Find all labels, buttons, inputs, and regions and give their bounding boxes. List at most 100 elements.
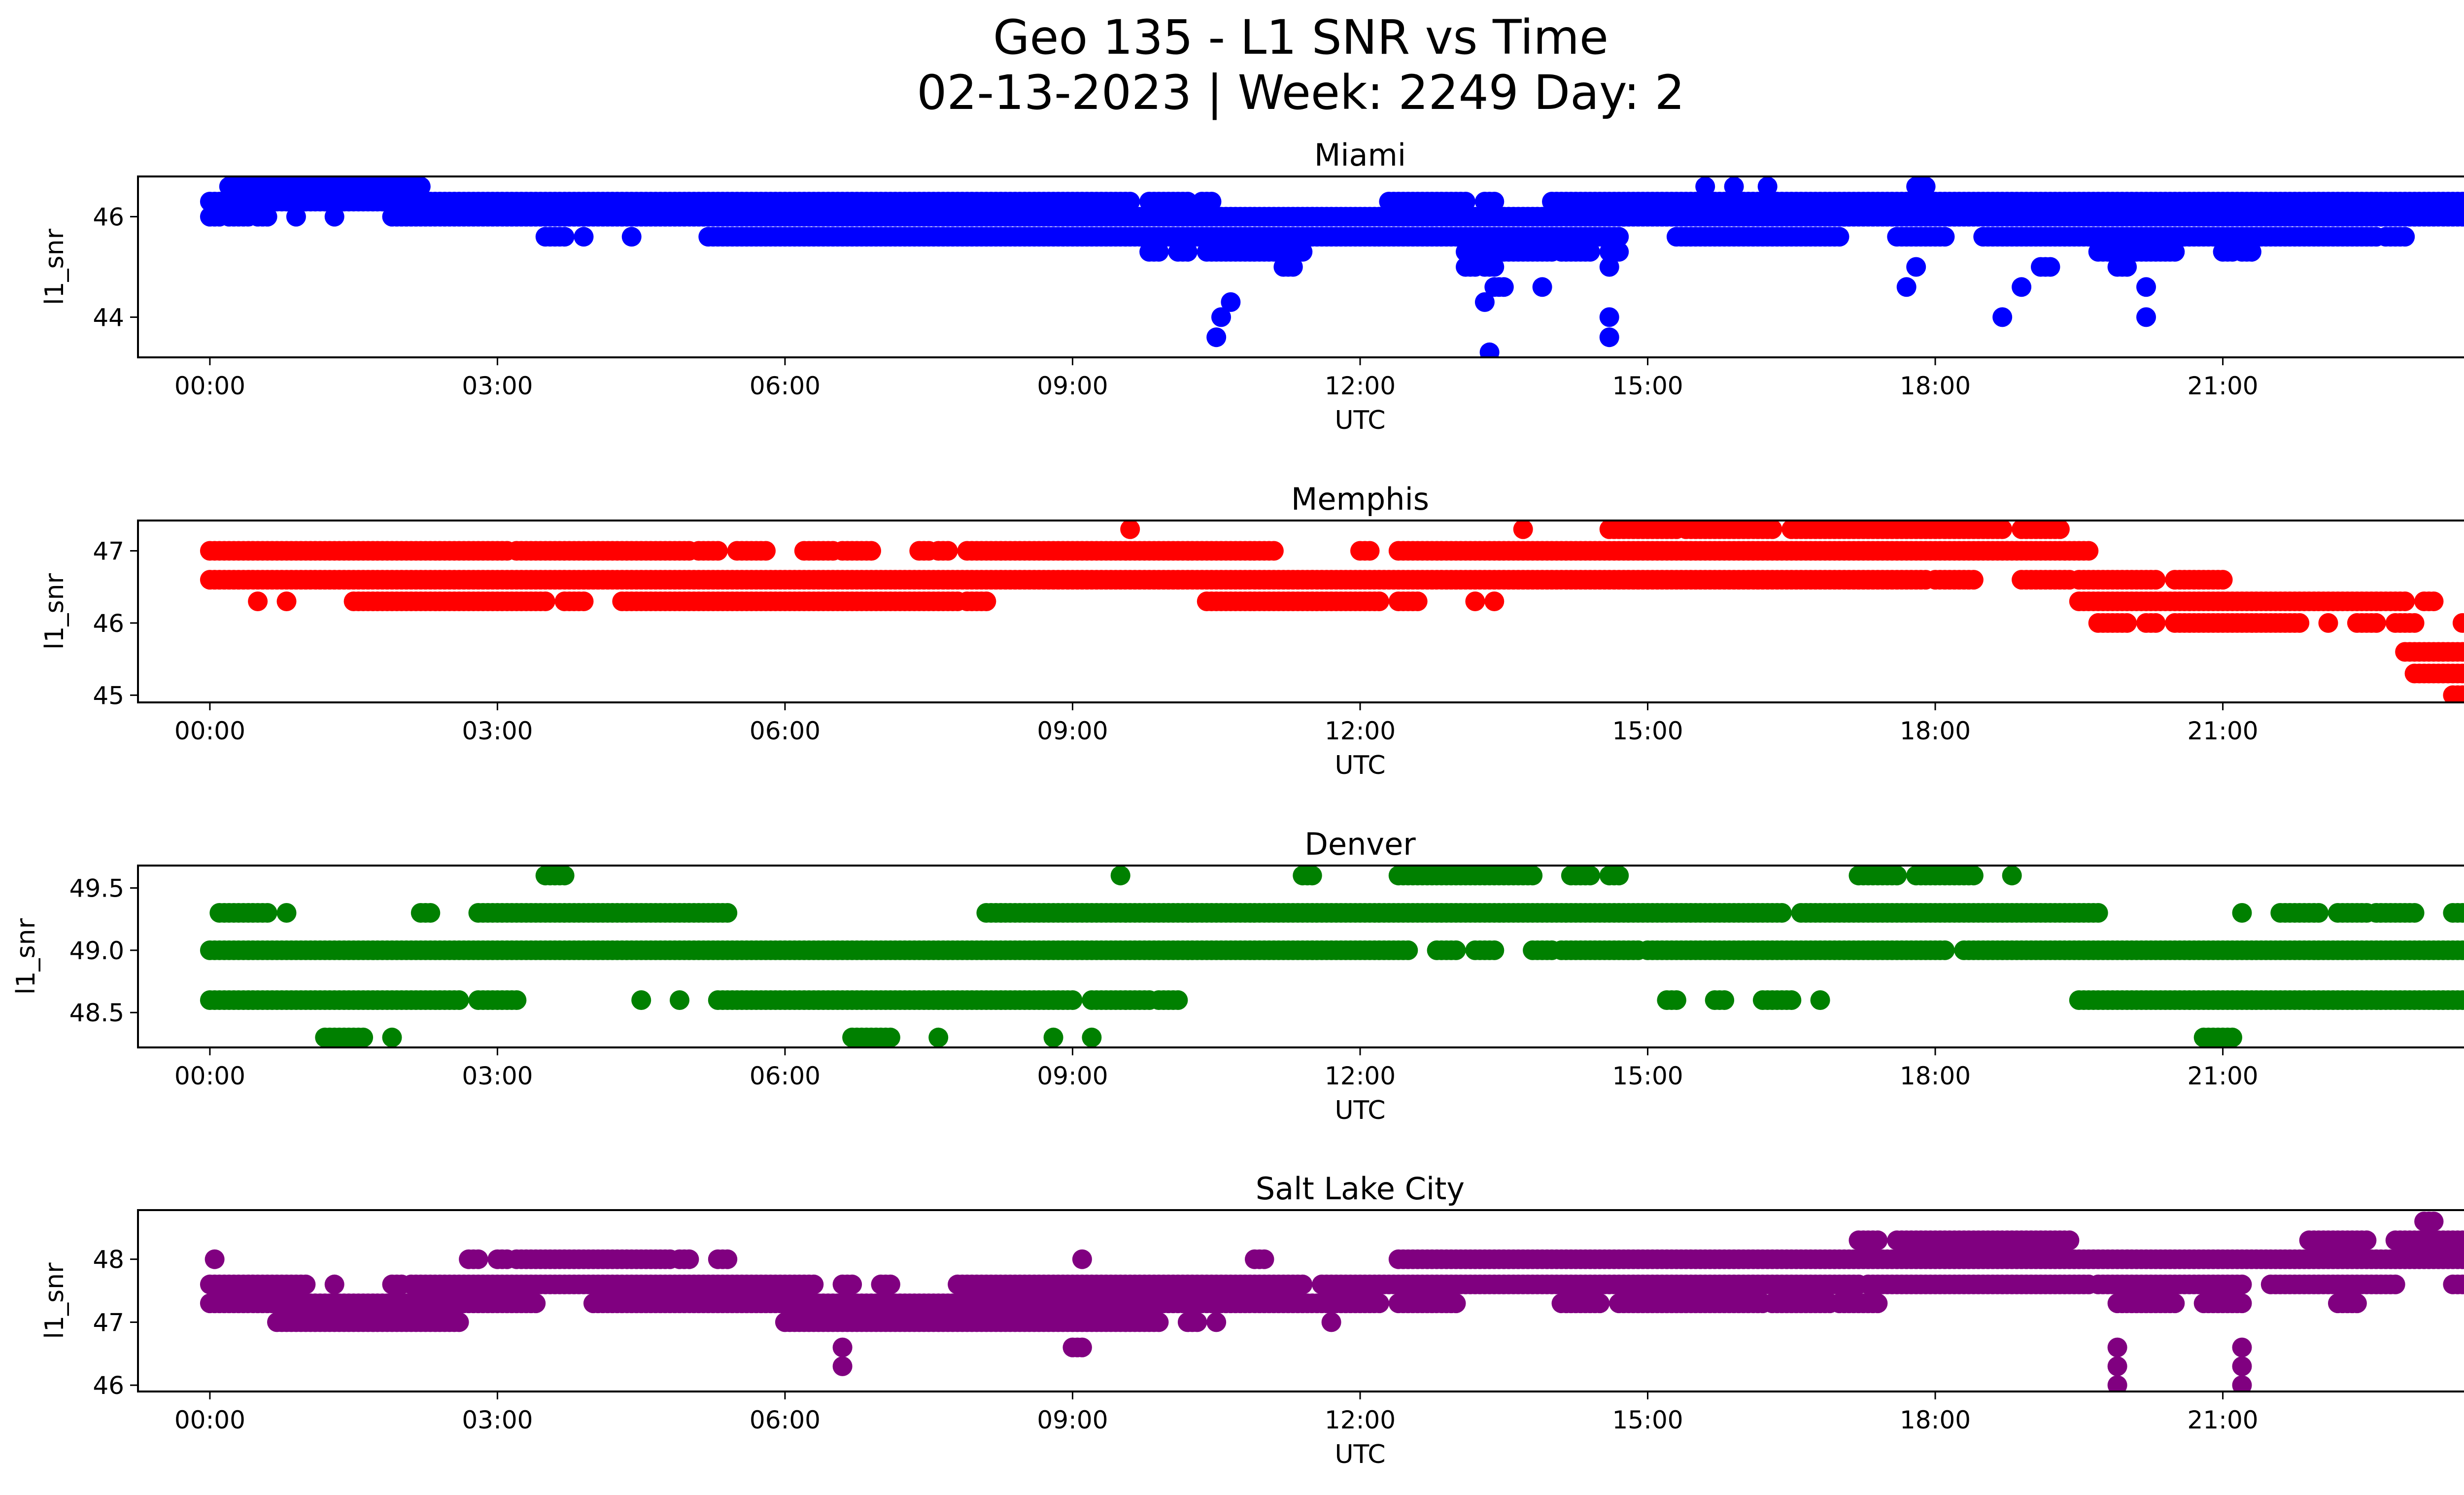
data-point xyxy=(257,903,277,923)
data-point xyxy=(670,990,689,1010)
x-tick-label: 03:00 xyxy=(462,372,533,400)
data-point xyxy=(1072,1249,1092,1269)
data-point xyxy=(2462,617,2464,629)
data-points xyxy=(200,1212,2464,1391)
data-point xyxy=(205,1249,225,1269)
x-tick-label: 18:00 xyxy=(1900,372,1971,400)
data-point xyxy=(1302,866,1322,886)
data-point xyxy=(928,1027,949,1047)
x-tick-label: 12:00 xyxy=(1325,1062,1396,1090)
data-point xyxy=(468,1249,488,1269)
figure-title: Geo 135 - L1 SNR vs Time 02-13-2023 | We… xyxy=(0,10,2464,120)
data-point xyxy=(420,903,441,923)
x-tick-label: 21:00 xyxy=(2188,372,2259,400)
data-point xyxy=(1110,866,1130,886)
data-point xyxy=(2457,664,2464,683)
data-point xyxy=(1177,192,1198,211)
data-point xyxy=(574,227,594,247)
data-point xyxy=(2462,944,2464,956)
data-point xyxy=(1810,990,1830,1010)
data-point xyxy=(2462,1279,2464,1290)
x-tick-label: 09:00 xyxy=(1037,372,1108,400)
x-tick-label: 21:00 xyxy=(2188,1062,2259,1090)
data-point xyxy=(353,1027,374,1047)
data-point xyxy=(2232,903,2252,923)
data-point xyxy=(2404,613,2425,633)
data-point xyxy=(1781,990,1802,1010)
x-tick-label: 03:00 xyxy=(462,717,533,745)
x-tick-label: 06:00 xyxy=(750,372,821,400)
data-point xyxy=(1465,591,1485,611)
data-point xyxy=(1963,570,1984,590)
data-point xyxy=(1666,990,1686,1010)
data-point xyxy=(2318,613,2338,633)
data-point xyxy=(1082,1027,1102,1047)
data-point xyxy=(248,591,268,611)
data-point xyxy=(526,1293,546,1314)
data-point xyxy=(1896,277,1916,297)
data-point xyxy=(449,1312,469,1332)
data-point xyxy=(2404,903,2425,923)
data-point xyxy=(1599,307,1619,327)
data-point xyxy=(1456,192,1475,211)
data-point xyxy=(1474,292,1495,312)
x-axis-label: UTC xyxy=(1335,406,1385,435)
data-point xyxy=(1120,192,1140,211)
data-point xyxy=(2309,903,2329,923)
data-point xyxy=(756,541,776,561)
data-points xyxy=(200,176,2464,357)
data-point xyxy=(976,591,996,611)
data-point xyxy=(842,1274,862,1294)
data-point xyxy=(2223,1027,2242,1047)
data-point xyxy=(804,1274,824,1294)
data-point xyxy=(1609,242,1629,262)
x-tick-label: 00:00 xyxy=(174,372,245,400)
data-point xyxy=(1264,541,1284,561)
data-point xyxy=(2395,591,2415,611)
data-point xyxy=(1772,903,1792,923)
data-points xyxy=(200,866,2464,1047)
data-point xyxy=(1580,866,1600,886)
x-tick-label: 00:00 xyxy=(174,717,245,745)
data-point xyxy=(2241,242,2261,262)
data-point xyxy=(2117,613,2137,633)
data-point xyxy=(718,1249,738,1269)
data-point xyxy=(2059,1230,2080,1251)
data-point xyxy=(1580,242,1600,262)
data-point xyxy=(2462,646,2464,658)
data-point xyxy=(2457,192,2464,211)
data-point xyxy=(1992,307,2013,327)
data-point xyxy=(2462,211,2464,223)
x-tick-label: 18:00 xyxy=(1900,1062,1971,1090)
data-point xyxy=(1484,591,1505,611)
x-axis-label: UTC xyxy=(1335,1096,1385,1125)
data-point xyxy=(880,1027,900,1047)
x-tick-label: 00:00 xyxy=(174,1062,245,1090)
data-point xyxy=(1906,257,1926,277)
data-point xyxy=(2012,277,2032,297)
data-points xyxy=(200,521,2464,702)
data-point xyxy=(411,176,431,197)
x-tick-label: 15:00 xyxy=(1612,1062,1683,1090)
data-point xyxy=(1484,940,1505,960)
data-point xyxy=(1360,541,1380,561)
subplot-title: Miami xyxy=(1314,137,1406,173)
x-tick-label: 18:00 xyxy=(1900,717,1971,745)
data-point xyxy=(1201,192,1222,211)
data-point xyxy=(1062,990,1083,1010)
data-point xyxy=(1935,227,1955,247)
data-point xyxy=(631,990,651,1010)
data-point xyxy=(1149,242,1169,262)
data-point xyxy=(276,591,297,611)
y-tick-label: 44 xyxy=(93,303,124,332)
data-point xyxy=(2290,613,2310,633)
data-point xyxy=(449,990,469,1010)
data-point xyxy=(2136,307,2156,327)
data-point xyxy=(1293,1274,1313,1294)
data-point xyxy=(2462,1234,2464,1246)
subplot-title: Salt Lake City xyxy=(1256,1171,1465,1207)
data-point xyxy=(1695,176,1715,197)
